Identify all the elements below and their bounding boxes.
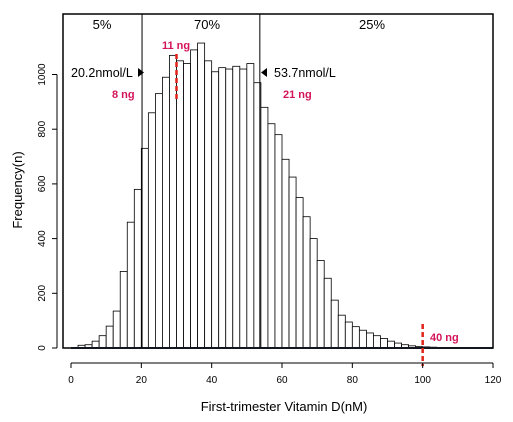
histogram-bar xyxy=(133,188,142,349)
cutoff-sublabel: 21 ng xyxy=(283,89,312,101)
histogram-bar xyxy=(274,134,283,349)
y-tick-label: 0 xyxy=(37,345,48,351)
region-dividers xyxy=(141,14,261,348)
x-tick-label: 60 xyxy=(276,375,288,386)
x-axis-label: First-trimester Vitamin D(nM) xyxy=(201,399,368,414)
histogram-bar xyxy=(147,112,156,349)
histogram-bar xyxy=(267,123,276,349)
y-tick-label: 800 xyxy=(37,120,48,137)
y-tick-label: 400 xyxy=(37,230,48,247)
histogram-bar xyxy=(358,329,367,349)
histogram-bar xyxy=(204,60,213,349)
histogram-bar xyxy=(365,332,374,349)
region-labels: 5% 70% 25% xyxy=(93,17,386,32)
y-tick-label: 200 xyxy=(37,285,48,302)
histogram-bar xyxy=(239,68,248,349)
y-axis: 0 200 400 600 800 1000 xyxy=(37,63,58,351)
histogram-bar xyxy=(380,338,388,349)
histogram-bar xyxy=(351,326,360,349)
histogram-bar xyxy=(330,299,339,349)
y-axis-label: Frequency(n) xyxy=(10,151,25,228)
histogram-bar xyxy=(387,340,395,349)
histogram-bar xyxy=(316,260,325,349)
histogram-bar xyxy=(309,238,318,349)
histogram-bar xyxy=(197,42,206,349)
x-tick-label: 100 xyxy=(414,375,431,386)
histogram-bar xyxy=(211,71,220,349)
y-tick-label: 600 xyxy=(37,175,48,192)
histogram-bar xyxy=(98,335,107,349)
x-tick-label: 0 xyxy=(68,375,74,386)
histogram-bar xyxy=(183,63,191,349)
histogram-bar xyxy=(323,277,332,349)
histogram-bar xyxy=(105,325,114,349)
histogram-bar xyxy=(190,49,198,349)
histogram-bar xyxy=(162,76,170,349)
cutoff-annotations: 20.2nmol/L 8 ng 53.7nmol/L 21 ng xyxy=(71,66,336,101)
cutoff-label: 53.7nmol/L xyxy=(274,66,336,80)
histogram-bar xyxy=(337,314,346,349)
histogram-bar xyxy=(126,221,135,349)
cutoff-arrow-right xyxy=(138,68,144,77)
histogram-bar xyxy=(154,93,163,349)
region-label: 70% xyxy=(194,17,220,32)
histogram-bar xyxy=(302,216,311,349)
histogram-bar xyxy=(218,67,227,349)
x-tick-label: 40 xyxy=(206,375,218,386)
y-tick-label: 1000 xyxy=(37,63,48,86)
histogram-bars xyxy=(77,42,445,349)
cutoff-label: 20.2nmol/L xyxy=(71,66,133,80)
histogram-bar xyxy=(288,176,297,349)
histogram-bar xyxy=(260,106,269,349)
histogram-bar xyxy=(232,65,241,349)
marker-label: 40 ng xyxy=(430,332,459,344)
cutoff-arrow-left xyxy=(261,68,267,77)
histogram-bar xyxy=(112,310,121,349)
region-label: 25% xyxy=(359,17,385,32)
x-axis: 0 20 40 60 80 100 120 xyxy=(68,362,502,386)
histogram-bar xyxy=(295,197,304,349)
histogram-bar xyxy=(119,271,128,349)
histogram-bar xyxy=(91,340,100,349)
threshold-markers: 11 ng 40 ng xyxy=(162,40,459,366)
region-label: 5% xyxy=(93,17,112,32)
header-box xyxy=(62,13,494,349)
histogram-bar xyxy=(176,60,184,349)
histogram-bar xyxy=(373,335,381,349)
histogram-bar xyxy=(246,63,255,349)
marker-label: 11 ng xyxy=(162,40,190,52)
histogram-bar xyxy=(281,158,290,349)
histogram-bar xyxy=(169,54,177,349)
x-tick-label: 120 xyxy=(485,375,502,386)
histogram-bar xyxy=(344,321,353,349)
histogram-bar xyxy=(225,68,234,349)
x-tick-label: 80 xyxy=(347,375,359,386)
x-tick-label: 20 xyxy=(136,375,148,386)
cutoff-sublabel: 8 ng xyxy=(112,89,135,101)
